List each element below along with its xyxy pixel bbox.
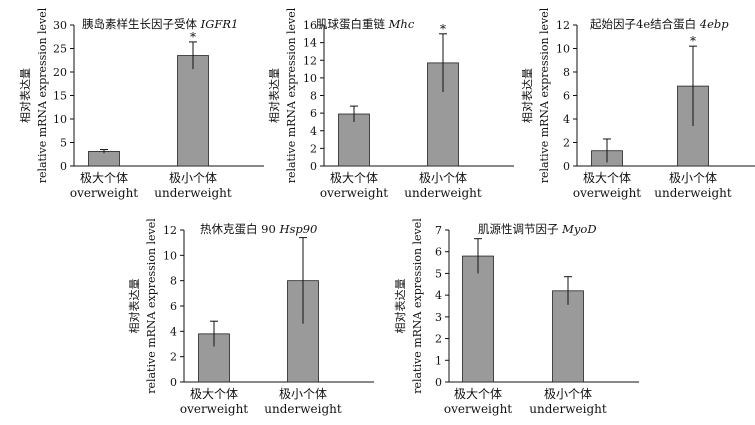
category-label-en: overweight bbox=[573, 186, 641, 200]
category-label-cn: 极大个体 bbox=[583, 171, 631, 185]
y-tick-label: 0 bbox=[60, 160, 67, 173]
chart-panel-5: 0 1 2 3 4 5 6 7 肌源性调节因子 MyoD 相对表达量 relative mRNA e… bbox=[393, 218, 639, 416]
y-tick-label: 6 bbox=[310, 107, 317, 120]
chart-panel-4: 0 2 4 6 8 10 12 热休克蛋白 90 Hsp90 相对表达量 relative mRN… bbox=[127, 218, 374, 416]
y-tick-label: 10 bbox=[303, 72, 317, 85]
y-tick-label: 2 bbox=[563, 137, 570, 150]
y-tick-label: 1 bbox=[435, 354, 442, 367]
significance-marker: * bbox=[440, 22, 446, 36]
chart-title-text: 胰岛素样生长因子受体 bbox=[82, 17, 201, 31]
category-label-en: underweight bbox=[404, 186, 482, 200]
y-tick-label: 5 bbox=[435, 267, 442, 280]
y-tick-label: 12 bbox=[163, 224, 177, 237]
chart-title-text: 肌源性调节因子 bbox=[478, 222, 562, 236]
gene-symbol: Mhc bbox=[388, 17, 415, 31]
category-label-cn: 极小个体 bbox=[544, 387, 592, 401]
category-label-en: overweight bbox=[70, 186, 138, 200]
bar bbox=[552, 290, 584, 383]
gene-symbol: IGFR1 bbox=[200, 17, 239, 31]
y-axis-label-cn: 相对表达量 bbox=[127, 279, 141, 334]
bar bbox=[88, 151, 120, 167]
y-tick-label: 4 bbox=[435, 289, 442, 302]
y-axis-label-en: relative mRNA expression level bbox=[411, 218, 424, 394]
y-tick-label: 0 bbox=[170, 376, 177, 389]
y-tick-label: 6 bbox=[435, 246, 442, 259]
y-tick-label: 8 bbox=[563, 66, 570, 79]
y-tick-label: 2 bbox=[435, 333, 442, 346]
y-tick-label: 6 bbox=[563, 90, 570, 103]
y-tick-label: 0 bbox=[435, 376, 442, 389]
y-axis-label-en: relative mRNA expression level bbox=[36, 7, 49, 183]
y-tick-label: 4 bbox=[170, 325, 177, 338]
chart-panel-3: 0 2 4 6 8 10 12 起始因子4e结合蛋白 4ebp 相对表达量 relative mR… bbox=[520, 7, 755, 200]
category-label-cn: 极小个体 bbox=[419, 171, 467, 185]
y-tick-label: 2 bbox=[170, 351, 177, 364]
y-tick-label: 14 bbox=[303, 37, 317, 50]
y-tick-label: 8 bbox=[170, 275, 177, 288]
chart-title: 肌球蛋白重链 Mhc bbox=[316, 17, 415, 31]
y-tick-label: 3 bbox=[435, 311, 442, 324]
y-tick-label: 16 bbox=[303, 19, 317, 32]
category-label-cn: 极大个体 bbox=[190, 387, 238, 401]
category-label-en: overweight bbox=[180, 402, 248, 416]
y-tick-label: 10 bbox=[53, 113, 67, 126]
y-tick-label: 2 bbox=[310, 142, 317, 155]
y-axis-label-cn: 相对表达量 bbox=[18, 68, 32, 123]
y-tick-label: 20 bbox=[53, 66, 67, 79]
y-tick-label: 30 bbox=[53, 19, 67, 32]
significance-marker: * bbox=[690, 34, 696, 48]
y-tick-label: 0 bbox=[563, 160, 570, 173]
category-label-cn: 极大个体 bbox=[454, 387, 502, 401]
y-tick-label: 7 bbox=[435, 224, 442, 237]
chart-title: 胰岛素样生长因子受体 IGFR1 bbox=[82, 17, 238, 31]
gene-symbol: Hsp90 bbox=[278, 222, 317, 236]
chart-panel-2: 0 2 4 6 8 10 12 14 16 肌球蛋白重链 Mhc 相对表达量 relative mRN… bbox=[267, 7, 514, 200]
gene-symbol: MyoD bbox=[561, 222, 596, 236]
y-tick-label: 5 bbox=[60, 137, 67, 150]
y-tick-label: 0 bbox=[310, 160, 317, 173]
category-label-en: underweight bbox=[654, 186, 732, 200]
category-label-en: overweight bbox=[444, 402, 512, 416]
bar bbox=[338, 113, 370, 167]
category-label-cn: 极小个体 bbox=[669, 171, 717, 185]
y-tick-label: 8 bbox=[310, 90, 317, 103]
significance-marker: * bbox=[190, 30, 196, 44]
y-axis-label-en: relative mRNA expression level bbox=[285, 7, 298, 183]
chart-title: 起始因子4e结合蛋白 4ebp bbox=[590, 17, 729, 31]
chart-title: 热休克蛋白 90 Hsp90 bbox=[200, 222, 317, 236]
category-label-cn: 极小个体 bbox=[279, 387, 327, 401]
category-label-en: underweight bbox=[154, 186, 232, 200]
y-tick-label: 6 bbox=[170, 300, 177, 313]
y-tick-label: 10 bbox=[163, 249, 177, 262]
gene-symbol: 4ebp bbox=[699, 17, 729, 31]
category-label-cn: 极大个体 bbox=[80, 171, 128, 185]
bar bbox=[177, 55, 209, 167]
chart-title-text: 起始因子4e结合蛋白 bbox=[590, 17, 700, 31]
chart-title-text: 肌球蛋白重链 bbox=[316, 17, 389, 31]
y-tick-label: 25 bbox=[53, 43, 67, 56]
chart-title-text: 热休克蛋白 90 bbox=[200, 222, 279, 236]
y-tick-label: 12 bbox=[303, 54, 317, 67]
y-axis-label-cn: 相对表达量 bbox=[393, 279, 407, 334]
y-axis-label-en: relative mRNA expression level bbox=[145, 218, 158, 394]
y-tick-label: 12 bbox=[556, 19, 570, 32]
y-axis-label-cn: 相对表达量 bbox=[267, 68, 281, 123]
y-axis-label-en: relative mRNA expression level bbox=[538, 7, 551, 183]
y-tick-label: 4 bbox=[563, 113, 570, 126]
y-tick-label: 10 bbox=[556, 43, 570, 56]
y-tick-label: 15 bbox=[53, 90, 67, 103]
bar bbox=[462, 255, 494, 383]
category-label-cn: 极小个体 bbox=[169, 171, 217, 185]
category-label-en: overweight bbox=[320, 186, 388, 200]
chart-title: 肌源性调节因子 MyoD bbox=[478, 222, 597, 236]
chart-panel-1: 0 5 10 15 20 25 30 胰岛素样生长因子受体 IGFR1 相对表达量 relativ… bbox=[18, 7, 264, 200]
category-label-cn: 极大个体 bbox=[330, 171, 378, 185]
category-label-en: underweight bbox=[264, 402, 342, 416]
y-axis-label-cn: 相对表达量 bbox=[520, 68, 534, 123]
y-tick-label: 4 bbox=[310, 125, 317, 138]
category-label-en: underweight bbox=[529, 402, 607, 416]
